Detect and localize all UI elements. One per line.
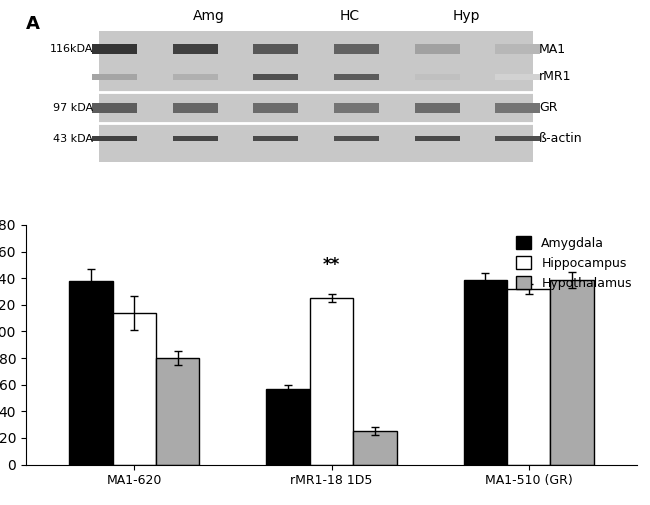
Text: MA1: MA1 [540,42,566,56]
Text: Amg: Amg [193,9,226,23]
Bar [173,136,218,141]
Bar [173,44,218,54]
Bar [495,136,540,141]
Bar [334,74,379,80]
Bar [112,313,156,465]
Bar [551,280,593,465]
Bar [415,74,460,80]
Bar [415,44,460,54]
Bar [495,74,540,80]
Bar [334,136,379,141]
Text: 116kDA: 116kDA [50,44,93,54]
Bar [254,44,298,54]
Bar [266,389,310,465]
Text: GR: GR [540,102,558,115]
Text: A: A [26,15,40,33]
Bar [353,431,396,465]
Bar [92,103,137,113]
Bar [254,74,298,80]
Bar [173,74,218,80]
Text: **: ** [323,256,340,274]
Text: 97 kDA: 97 kDA [53,103,93,113]
Bar [92,74,137,80]
Bar [334,44,379,54]
Bar [463,280,507,465]
Text: rMR1: rMR1 [540,71,572,83]
Text: Hyp: Hyp [452,9,480,23]
Text: ß-actin: ß-actin [540,132,583,145]
Bar [334,103,379,113]
Bar [507,289,551,465]
Bar [495,44,540,54]
Text: HC: HC [340,9,360,23]
Bar [254,103,298,113]
Bar [254,136,298,141]
Bar [156,358,200,465]
Bar [495,103,540,113]
Text: 43 kDA: 43 kDA [53,134,93,144]
Bar [173,103,218,113]
Legend: Amygdala, Hippocampus, Hypothalamus: Amygdala, Hippocampus, Hypothalamus [512,231,637,294]
Bar [310,298,353,465]
Bar [70,281,112,465]
Bar [92,44,137,54]
Bar [99,31,533,162]
Bar [415,136,460,141]
Bar [415,103,460,113]
Bar [92,136,137,141]
